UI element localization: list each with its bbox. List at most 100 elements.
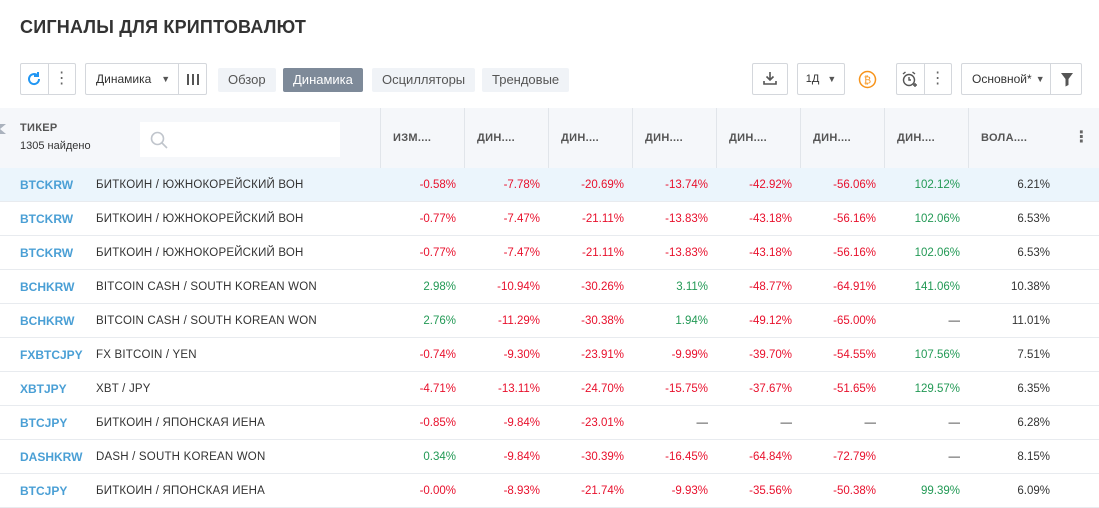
table-row[interactable]: BTCKRW БИТКОИН / ЮЖНОКОРЕЙСКИЙ ВОН -0.77% -…: [0, 202, 1099, 236]
table-cell: -13.74%: [665, 179, 708, 191]
table-cell: -43.18%: [749, 247, 792, 259]
table-cell: -9.84%: [503, 417, 540, 429]
table-row[interactable]: BTCJPY БИТКОИН / ЯПОНСКАЯ ИЕНА -0.85% -9.84…: [0, 406, 1099, 440]
ticker-symbol-link[interactable]: BTCKRW: [20, 212, 74, 226]
column-header-change[interactable]: ИЗМ....: [380, 108, 464, 168]
alert-group: ⋮: [896, 63, 952, 95]
table-cell: 6.28%: [1017, 417, 1050, 429]
ticker-description: DASH / SOUTH KOREAN WON: [96, 451, 266, 463]
table-cell: —: [948, 451, 961, 463]
flag-icon[interactable]: [0, 124, 6, 134]
table-cell: -21.74%: [581, 485, 624, 497]
table-cell: 3.11%: [676, 281, 708, 293]
table-cell: -4.71%: [419, 383, 456, 395]
interval-dropdown[interactable]: 1Д ▼: [797, 63, 845, 95]
table-cell: 99.39%: [920, 485, 960, 497]
tab-trend[interactable]: Трендовые: [482, 68, 570, 92]
ticker-symbol-link[interactable]: FXBTCJPY: [20, 348, 83, 362]
table-cell: -0.00%: [419, 485, 456, 497]
table-cell: 141.06%: [914, 281, 960, 293]
table-cell: 6.21%: [1017, 179, 1050, 191]
export-button[interactable]: [752, 63, 788, 95]
column-header-perf-2[interactable]: ДИН....: [548, 108, 632, 168]
column-settings: ⋮: [1064, 108, 1099, 168]
tab-oscillators[interactable]: Осцилляторы: [372, 68, 476, 92]
preset-label: Динамика: [96, 72, 152, 86]
ticker-symbol-link[interactable]: BCHKRW: [20, 314, 75, 328]
table-cell: 2.98%: [423, 281, 456, 293]
table-cell: 11.01%: [1011, 315, 1050, 327]
table-cell: —: [948, 417, 961, 429]
table-cell: -7.47%: [503, 213, 540, 225]
table-row[interactable]: BCHKRW BITCOIN CASH / SOUTH KOREAN WON 2.9…: [0, 270, 1099, 304]
ticker-description: БИТКОИН / ЯПОНСКАЯ ИЕНА: [96, 485, 266, 497]
table-cell: -49.12%: [749, 315, 792, 327]
table-row[interactable]: BTCKRW БИТКОИН / ЮЖНОКОРЕЙСКИЙ ВОН -0.77% -…: [0, 236, 1099, 270]
ticker-symbol-link[interactable]: XBTJPY: [20, 382, 67, 396]
table-cell: -9.99%: [671, 349, 708, 361]
table-row[interactable]: XBTJPY XBT / JPY -4.71% -13.11% -24.70% -15.7…: [0, 372, 1099, 406]
table-row[interactable]: BTCKRW БИТКОИН / ЮЖНОКОРЕЙСКИЙ ВОН -0.58% -…: [0, 168, 1099, 202]
table-cell: -10.94%: [497, 281, 540, 293]
ticker-description: FX BITCOIN / YEN: [96, 349, 197, 361]
table-cell: -56.06%: [833, 179, 876, 191]
ticker-description: БИТКОИН / ЮЖНОКОРЕЙСКИЙ ВОН: [96, 247, 304, 259]
column-header-perf-6[interactable]: ДИН....: [884, 108, 968, 168]
preset-dropdown[interactable]: Динамика ▼: [85, 63, 207, 95]
filter-icon[interactable]: [1060, 72, 1074, 90]
table-row[interactable]: BCHKRW BITCOIN CASH / SOUTH KOREAN WON 2.7…: [0, 304, 1099, 338]
more-options-icon[interactable]: ⋮: [1073, 129, 1090, 146]
table-cell: -0.74%: [419, 349, 456, 361]
column-header-perf-5[interactable]: ДИН....: [800, 108, 884, 168]
table-cell: -37.67%: [749, 383, 792, 395]
bitcoin-icon[interactable]: ₿: [858, 70, 877, 94]
ticker-symbol-link[interactable]: BTCKRW: [20, 178, 74, 192]
ticker-symbol-link[interactable]: BTCJPY: [20, 484, 68, 498]
refresh-icon[interactable]: [21, 71, 48, 87]
column-header-perf-4[interactable]: ДИН....: [716, 108, 800, 168]
table-cell: -56.16%: [833, 247, 876, 259]
tab-performance[interactable]: Динамика: [283, 68, 363, 92]
ticker-column-header[interactable]: ТИКЕР: [20, 122, 58, 134]
ticker-description: БИТКОИН / ЯПОНСКАЯ ИЕНА: [96, 417, 266, 429]
table-cell: -9.93%: [671, 485, 708, 497]
ticker-symbol-link[interactable]: BCHKRW: [20, 280, 75, 294]
table-cell: 107.56%: [914, 349, 960, 361]
column-header-volatility[interactable]: ВОЛА....: [968, 108, 1064, 168]
table-cell: —: [948, 315, 961, 327]
screen-dropdown[interactable]: Основной* ▼: [961, 63, 1082, 95]
table-cell: -13.83%: [665, 213, 708, 225]
table-cell: -21.11%: [582, 247, 624, 259]
column-header-perf-1[interactable]: ДИН....: [464, 108, 548, 168]
table-cell: -0.85%: [419, 417, 456, 429]
ticker-description: БИТКОИН / ЮЖНОКОРЕЙСКИЙ ВОН: [96, 213, 304, 225]
alarm-clock-icon[interactable]: [897, 70, 924, 88]
ticker-symbol-link[interactable]: DASHKRW: [20, 450, 83, 464]
more-options-icon[interactable]: ⋮: [53, 70, 70, 87]
table-cell: -23.91%: [581, 349, 624, 361]
table-cell: 7.51%: [1017, 349, 1050, 361]
table-cell: -16.45%: [665, 451, 708, 463]
table-cell: -23.01%: [581, 417, 624, 429]
table-cell: -50.38%: [833, 485, 876, 497]
ticker-symbol-link[interactable]: BTCJPY: [20, 416, 68, 430]
table-row[interactable]: FXBTCJPY FX BITCOIN / YEN -0.74% -9.30% -23.…: [0, 338, 1099, 372]
table-cell: -35.56%: [749, 485, 792, 497]
table-cell: -56.16%: [833, 213, 876, 225]
chevron-down-icon: ▼: [161, 74, 171, 84]
table-cell: -9.84%: [503, 451, 540, 463]
table-cell: -30.39%: [581, 451, 624, 463]
column-header-perf-3[interactable]: ДИН....: [632, 108, 716, 168]
table-row[interactable]: DASHKRW DASH / SOUTH KOREAN WON 0.34% -9.84…: [0, 440, 1099, 474]
columns-icon[interactable]: [186, 73, 200, 89]
table-cell: 6.53%: [1017, 247, 1050, 259]
ticker-symbol-link[interactable]: BTCKRW: [20, 246, 74, 260]
search-box[interactable]: [140, 122, 340, 157]
found-count: 1305 найдено: [20, 140, 91, 152]
tab-overview[interactable]: Обзор: [218, 68, 276, 92]
ticker-description: XBT / JPY: [96, 383, 151, 395]
interval-label: 1Д: [805, 73, 820, 85]
more-options-icon[interactable]: ⋮: [929, 70, 946, 87]
ticker-description: БИТКОИН / ЮЖНОКОРЕЙСКИЙ ВОН: [96, 179, 304, 191]
table-cell: -7.78%: [503, 179, 540, 191]
